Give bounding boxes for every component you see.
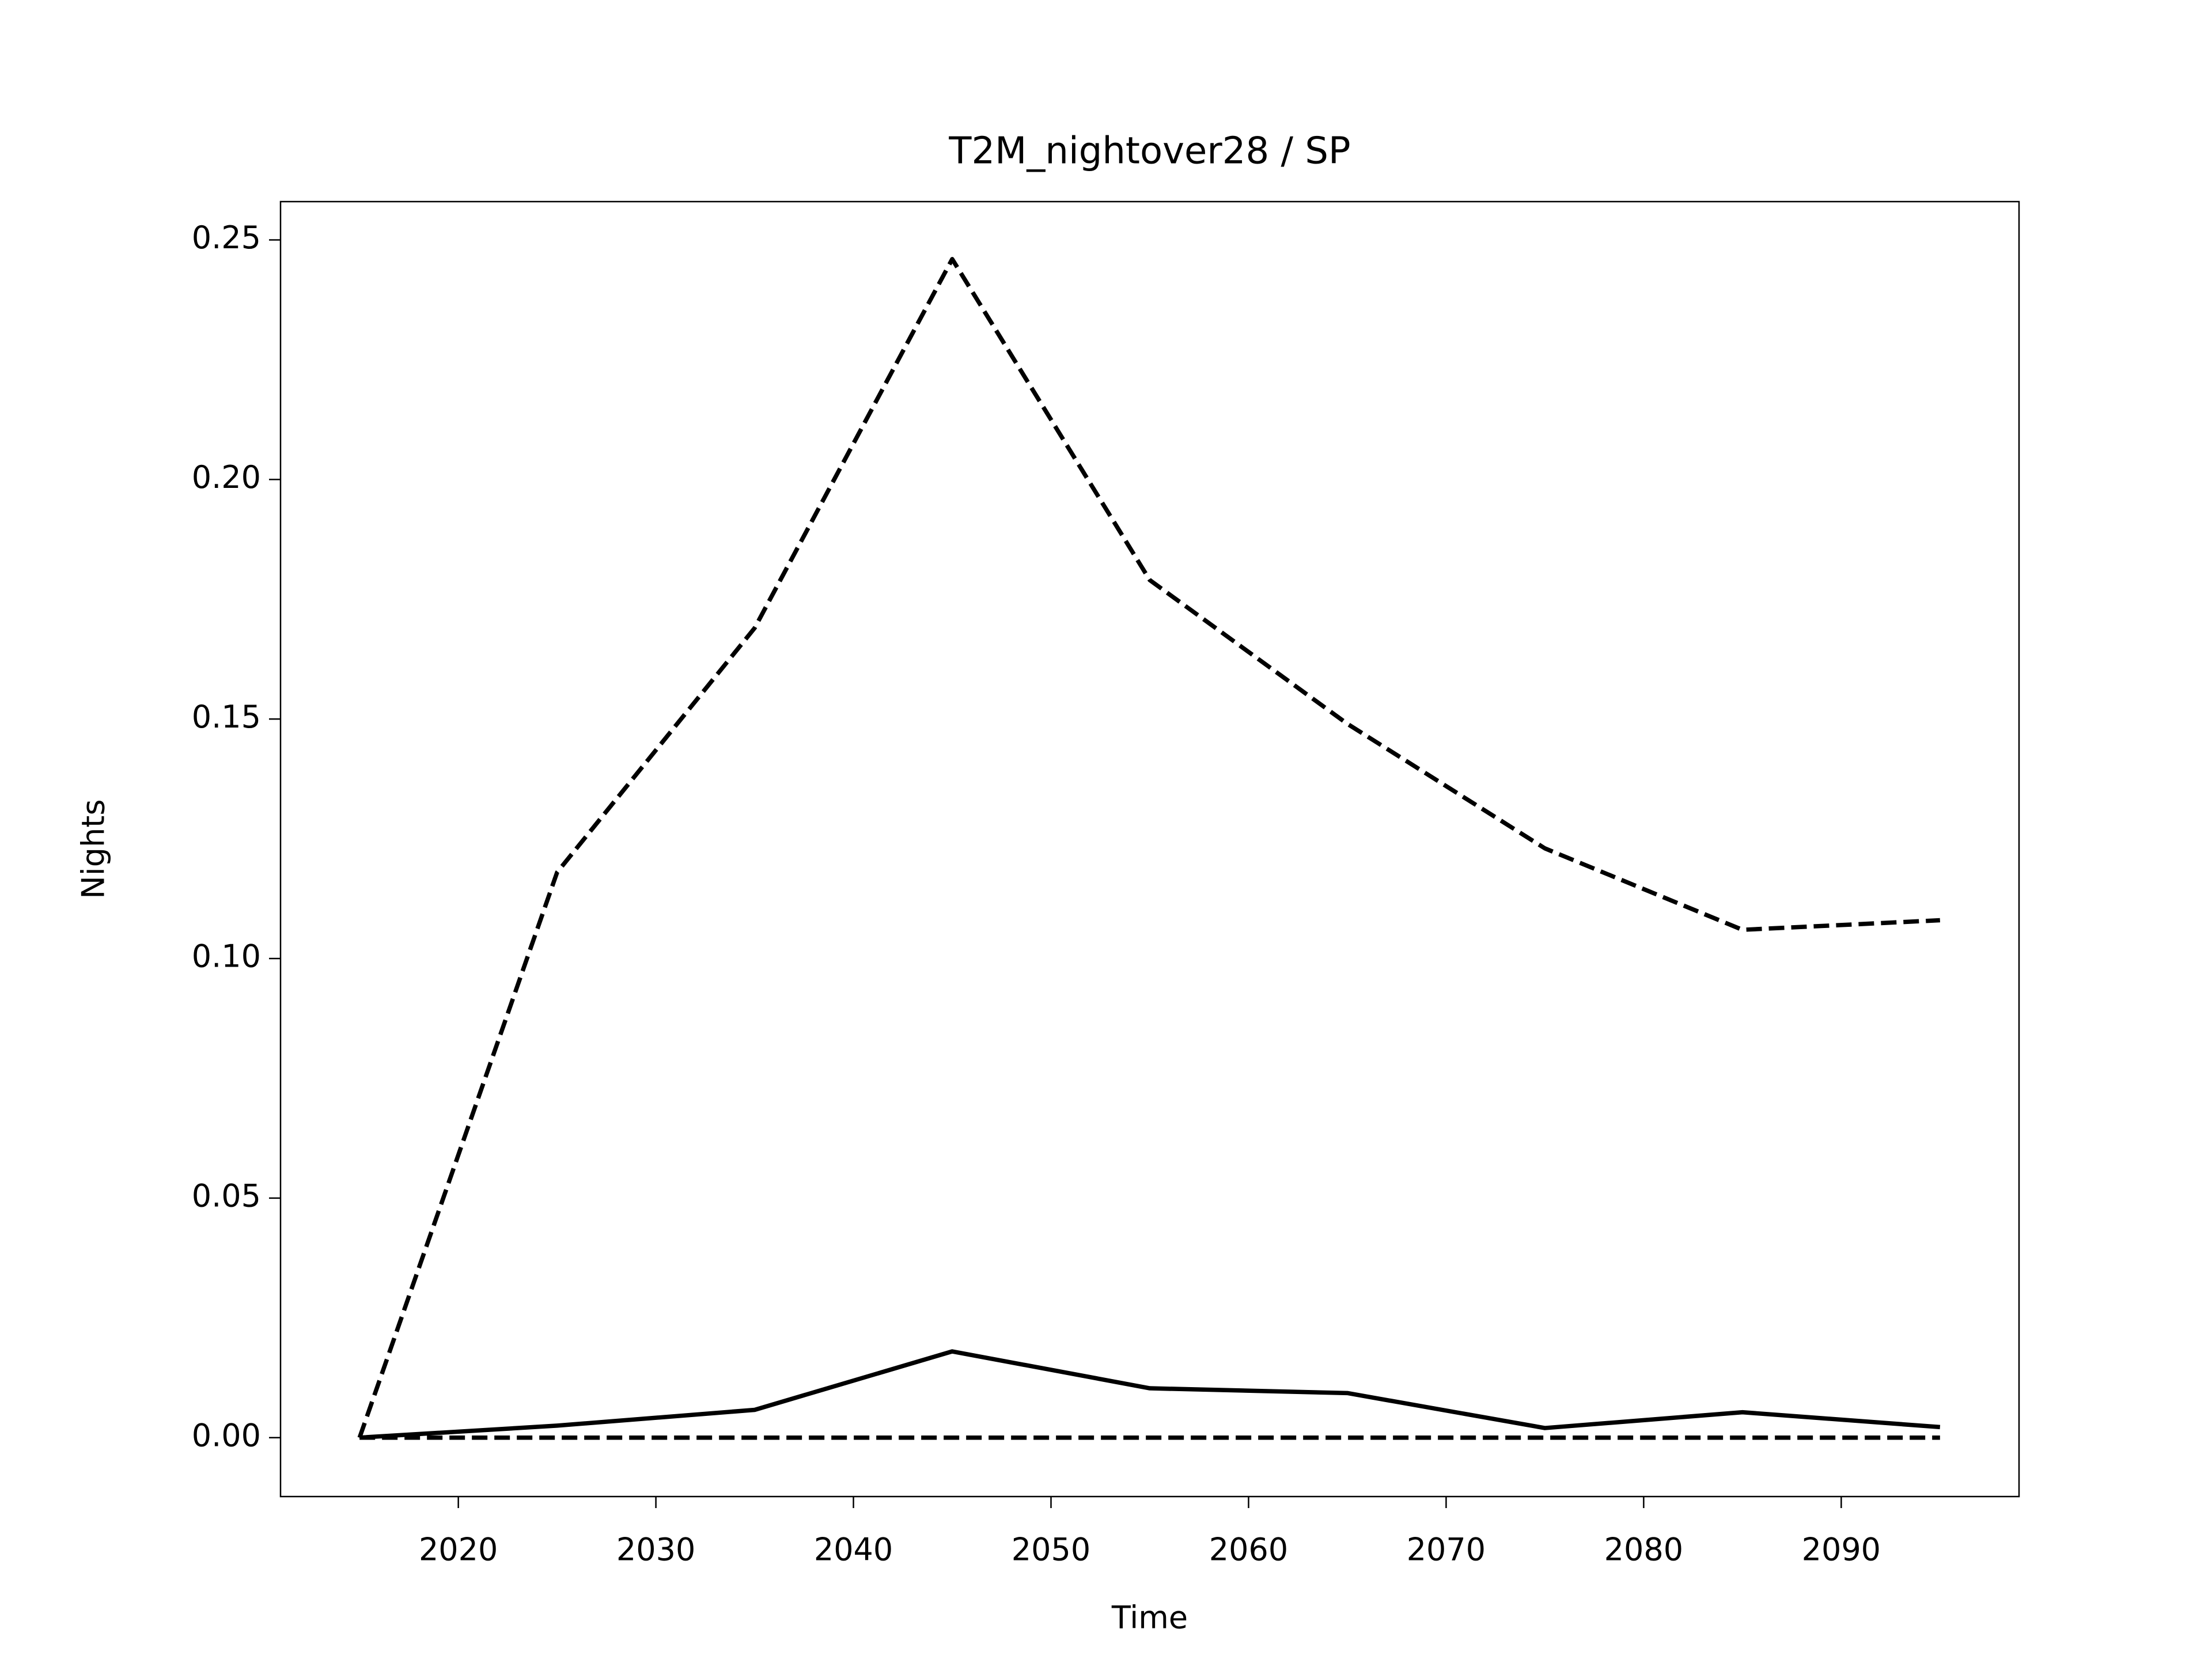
plot-frame bbox=[279, 200, 2020, 1498]
x-tick-label: 2060 bbox=[1209, 1532, 1288, 1568]
x-tick-label: 2030 bbox=[616, 1532, 695, 1568]
x-tick-label: 2050 bbox=[1012, 1532, 1090, 1568]
chart-title: T2M_nightover28 / SP bbox=[948, 130, 1350, 173]
x-tick-label: 2070 bbox=[1407, 1532, 1486, 1568]
x-tick-label: 2020 bbox=[419, 1532, 498, 1568]
x-axis-label: Time bbox=[1111, 1600, 1188, 1636]
x-tick-label: 2090 bbox=[1802, 1532, 1881, 1568]
line-series bbox=[357, 257, 1941, 1438]
y-tick-label: 0.20 bbox=[192, 459, 261, 495]
y-axis-label: Nights bbox=[75, 799, 112, 899]
line-series bbox=[359, 1349, 1941, 1440]
x-tick-label: 2040 bbox=[814, 1532, 893, 1568]
y-tick-label: 0.00 bbox=[192, 1417, 261, 1453]
y-tick-label: 0.25 bbox=[192, 219, 261, 256]
x-tick-label: 2080 bbox=[1604, 1532, 1683, 1568]
y-tick-label: 0.05 bbox=[192, 1178, 261, 1214]
y-tick-label: 0.15 bbox=[192, 699, 261, 735]
y-tick-label: 0.10 bbox=[192, 938, 261, 975]
